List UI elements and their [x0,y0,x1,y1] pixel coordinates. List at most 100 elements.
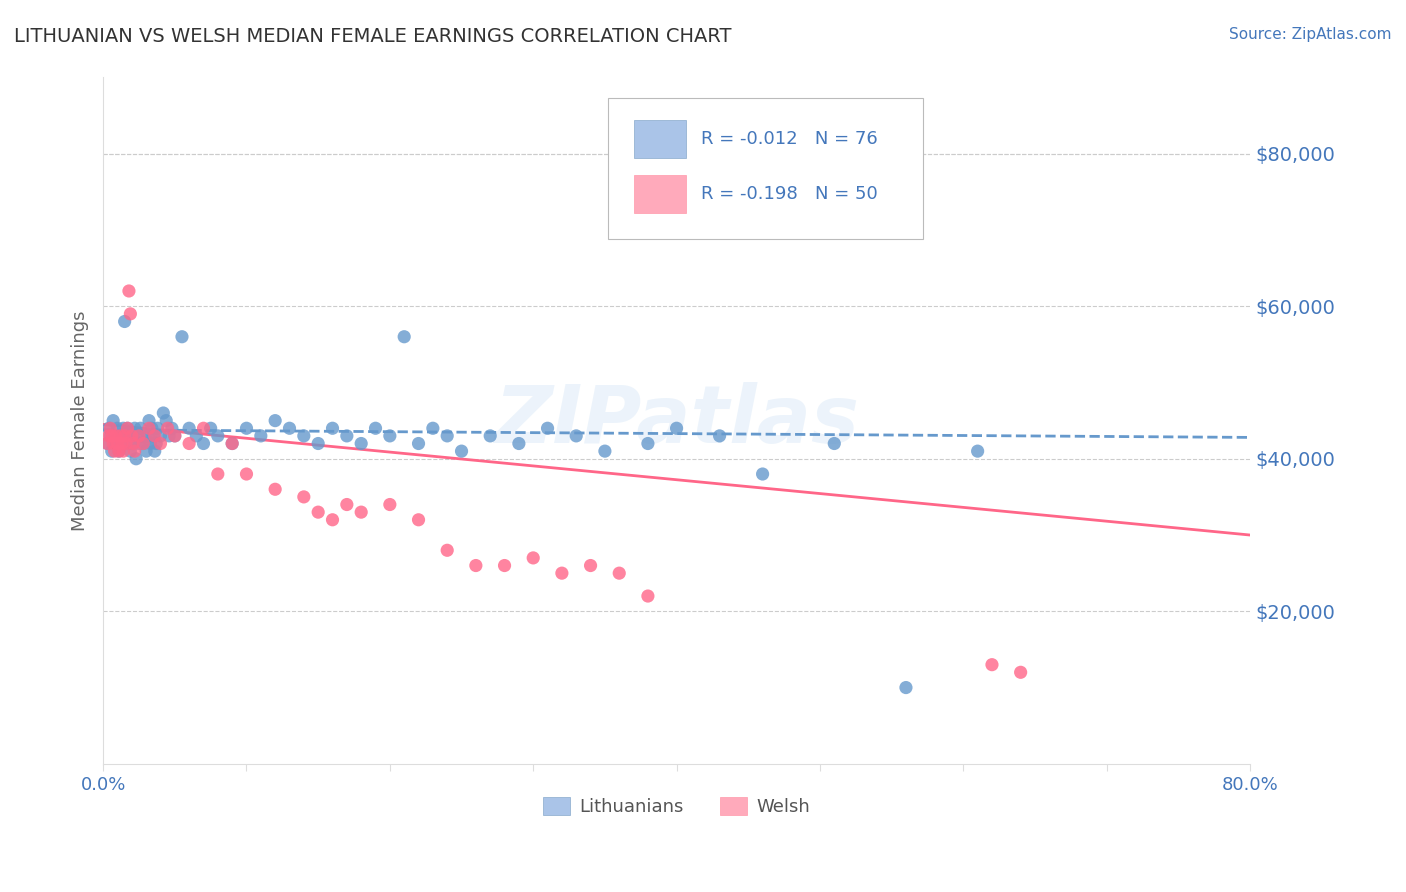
Point [118,436,141,450]
Point [508,436,530,450]
Point [894,681,917,695]
Point [105,429,128,443]
Point [536,421,558,435]
Point [450,444,472,458]
Point [364,421,387,435]
Point [665,421,688,435]
Point [121,429,143,443]
Point [128,429,150,443]
Point [124,444,146,458]
Point [551,566,574,581]
Point [138,421,160,435]
FancyBboxPatch shape [607,98,924,239]
Point [135,444,157,458]
Point [200,421,222,435]
Point [207,467,229,481]
Point [160,421,183,435]
Point [143,429,166,443]
Point [637,436,659,450]
Point [250,429,273,443]
Point [751,467,773,481]
Point [128,436,150,450]
Bar [634,120,686,158]
Point [392,330,415,344]
Text: ZIPatlas: ZIPatlas [494,382,859,459]
Point [149,436,172,450]
Point [146,421,169,435]
Point [117,421,139,435]
Point [124,421,146,435]
Point [149,429,172,443]
Point [110,429,132,443]
Point [104,429,127,443]
Point [235,421,257,435]
Point [307,436,329,450]
Point [155,414,177,428]
Point [494,558,516,573]
Point [981,657,1004,672]
Point [966,444,988,458]
Point [179,421,201,435]
Point [292,490,315,504]
Text: LITHUANIAN VS WELSH MEDIAN FEMALE EARNINGS CORRELATION CHART: LITHUANIAN VS WELSH MEDIAN FEMALE EARNIN… [14,27,731,45]
Point [122,436,145,450]
Point [127,429,149,443]
Point [179,436,201,450]
Point [321,513,343,527]
Point [1010,665,1032,680]
Point [112,444,135,458]
Point [131,429,153,443]
Point [336,498,359,512]
Point [479,429,502,443]
Point [321,421,343,435]
Point [108,444,131,458]
Point [121,429,143,443]
Point [115,429,138,443]
Point [350,436,373,450]
Point [100,429,122,443]
Point [186,429,208,443]
Point [118,284,141,298]
Text: R = -0.198   N = 50: R = -0.198 N = 50 [700,186,877,203]
Point [101,414,124,428]
Point [101,436,124,450]
Point [350,505,373,519]
Point [522,550,544,565]
Point [105,436,128,450]
Point [163,429,186,443]
Point [111,436,134,450]
Point [132,436,155,450]
Point [221,436,243,450]
Point [157,429,180,443]
Point [100,444,122,458]
Point [378,429,401,443]
Point [378,498,401,512]
Point [141,421,163,435]
Point [221,436,243,450]
Point [122,436,145,450]
Point [307,505,329,519]
Y-axis label: Median Female Earnings: Median Female Earnings [72,310,89,531]
Point [98,421,121,435]
Point [111,436,134,450]
Point [143,444,166,458]
Point [193,421,215,435]
Point [120,307,142,321]
Point [96,436,118,450]
Point [436,429,458,443]
Point [142,429,165,443]
Point [709,429,731,443]
Point [104,444,127,458]
Point [97,421,120,435]
Point [117,421,139,435]
Point [436,543,458,558]
Point [408,513,430,527]
Text: R = -0.012   N = 76: R = -0.012 N = 76 [700,130,877,148]
Point [110,429,132,443]
Point [235,467,257,481]
Point [264,414,287,428]
Point [193,436,215,450]
Point [607,566,630,581]
Point [114,429,136,443]
Point [129,421,152,435]
